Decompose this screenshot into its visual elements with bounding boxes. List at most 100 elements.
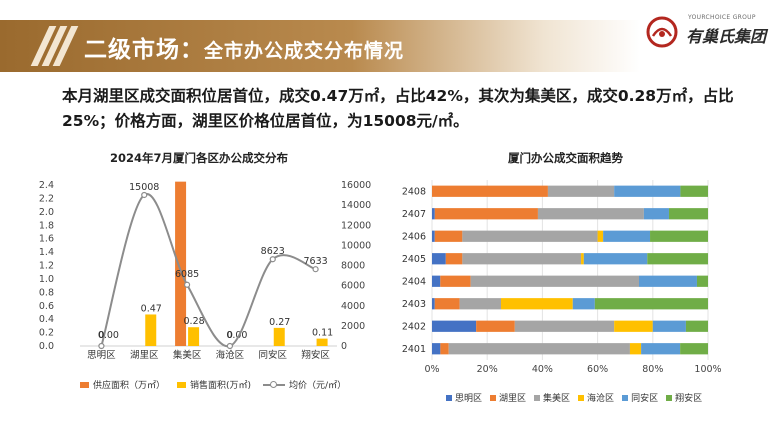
bar-segment-huli [434,230,463,242]
y-right-tick-label: 4000 [341,301,365,312]
y-left-tick-label: 1.6 [39,234,54,245]
legend2-label-xiangan: 翔安区 [675,394,703,404]
legend2-label-siming: 思明区 [455,394,483,404]
company-logo: YOURCHOICE GROUP 有巢氏集团 [640,10,775,54]
sales-bar [145,314,157,346]
bar-segment-haicang [629,343,642,355]
sales-bar [188,327,200,346]
y-tick-label: 2406 [402,231,426,242]
x-tick-label: 海沧区 [216,349,245,361]
y-right-tick-label: 12000 [341,220,371,231]
bar-segment-tongan [639,275,697,287]
sales-data-label: 0.11 [312,328,333,339]
bar-segment-tongan [603,230,651,242]
x-tick-label: 60% [587,364,608,375]
y-left-tick-label: 0.8 [39,287,54,298]
bar-segment-siming [432,230,435,242]
legend2-swatch-jimei [534,394,541,401]
legend2-item-tongan: 同安区 [622,391,658,404]
x-tick-label: 20% [477,364,498,375]
legend2-swatch-siming [446,394,452,401]
bar-segment-jimei [459,298,501,310]
bar-segment-xiangan [647,253,708,265]
legend2-item-siming: 思明区 [446,391,482,404]
bar-segment-jimei [547,185,615,197]
legend-item-sales: 销售面积(万㎡) [177,378,251,391]
legend2-label-jimei: 集美区 [543,394,571,404]
legend2-swatch-huli [490,394,497,401]
bar-segment-xiangan [668,208,708,220]
y-tick-label: 2402 [402,321,426,332]
bar-segment-huli [434,298,460,310]
sales-data-label: 0.00 [226,330,247,341]
y-left-tick-label: 0.2 [39,328,54,339]
sales-data-label: 0.27 [269,317,290,328]
bar-segment-haicang [614,320,653,332]
legend2-item-huli: 湖里区 [490,391,526,404]
bar-segment-tongan [572,298,595,310]
y-tick-label: 2408 [402,186,426,197]
bar-segment-jimei [514,320,615,332]
bar-segment-huli [476,320,515,332]
legend-swatch-price [263,380,286,389]
legend2-label-huli: 湖里区 [499,394,527,404]
x-tick-label: 100% [694,364,721,375]
y-right-tick-label: 6000 [341,281,365,292]
y-left-tick-label: 0.0 [39,341,54,352]
x-tick-label: 80% [642,364,663,375]
bar-segment-xiangan [680,343,708,355]
price-data-label: 0 [98,330,104,341]
bar-segment-siming [432,320,477,332]
bar-segment-huli [445,253,463,265]
bar-segment-jimei [470,275,639,287]
bar-segment-huli [432,185,548,197]
bar-segment-siming [432,275,441,287]
bar-segment-tongan [643,208,669,220]
legend-label-price: 均价（元/㎡） [289,381,347,391]
y-left-tick-label: 2.2 [39,193,54,204]
y-left-tick-label: 0.4 [39,314,54,325]
page-title: 二级市场：全市办公成交分布情况 [84,30,404,64]
legend-label-sales: 销售面积(万㎡) [190,381,252,391]
x-tick-label: 思明区 [87,350,116,361]
legend2-label-tongan: 同安区 [631,394,659,404]
page-title-sub: 全市办公成交分布情况 [204,40,405,62]
price-point [98,342,105,350]
bar-segment-xiangan [696,275,708,287]
bar-segment-huli [440,275,471,287]
y-left-tick-label: 2.4 [39,180,54,191]
y-left-tick-label: 1.8 [39,220,54,231]
legend2-swatch-tongan [622,394,629,401]
y-right-tick-label: 14000 [341,200,371,211]
x-tick-label: 0% [424,364,439,375]
bar-segment-xiangan [685,320,708,332]
price-data-label: 0 [227,330,233,341]
y-left-tick-label: 2.0 [39,207,54,218]
legend2-label-haicang: 海沧区 [587,394,615,404]
price-point [183,281,191,288]
bar-segment-xiangan [650,230,708,242]
area-trend-chart: 0% 20% 40% 60% 80% 100% 2408 2407 2406 2405 2404 24… [402,180,722,375]
sales-bar [273,327,285,346]
legend-label-supply: 供应面积（万㎡） [93,381,166,391]
legend2-swatch-haicang [578,394,585,401]
y-right-tick-label: 10000 [341,240,371,251]
x-tick-label: 湖里区 [130,350,159,361]
legend2-swatch-xiangan [666,394,673,401]
chart1-title: 2024年7月厦门各区办公成交分布 [110,151,289,165]
x-tick-label: 翔安区 [301,349,330,361]
logo-emblem-icon [646,16,678,48]
price-point [141,191,148,199]
bar-segment-jimei [537,208,644,220]
price-point [312,266,319,273]
legend-swatch-sales [177,381,187,388]
price-data-label: 6085 [175,269,199,280]
y-right-tick-label: 0 [341,341,347,352]
price-data-label: 8623 [261,246,285,257]
y-tick-label: 2405 [402,254,426,265]
legend-item-supply: 供应面积（万㎡） [80,378,165,391]
bar-segment-jimei [462,230,598,242]
logo-chinese-text: 有巢氏集团 [686,27,767,46]
bar-segment-xiangan [594,298,708,310]
bar-segment-haicang [501,298,573,310]
